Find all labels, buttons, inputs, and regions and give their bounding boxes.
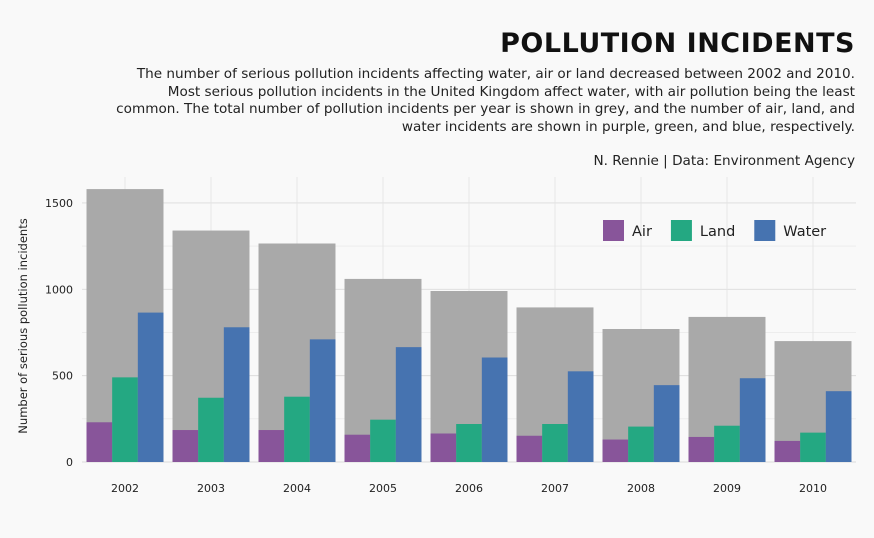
legend-swatch-water bbox=[754, 220, 776, 241]
bar-air bbox=[774, 440, 801, 462]
bar-water bbox=[481, 357, 508, 462]
legend-label-air: Air bbox=[632, 224, 652, 240]
legend-swatch-air bbox=[603, 220, 624, 241]
bar-air bbox=[258, 430, 285, 462]
bar-land bbox=[370, 419, 396, 462]
bar-land bbox=[112, 377, 138, 462]
bar-water bbox=[567, 371, 594, 462]
bar-water bbox=[309, 339, 336, 462]
x-tick-label: 2009 bbox=[713, 482, 741, 495]
x-tick-label: 2005 bbox=[369, 482, 397, 495]
bar-air bbox=[430, 433, 457, 462]
y-tick-label: 500 bbox=[52, 370, 73, 383]
bar-land bbox=[542, 424, 568, 462]
legend: Air Land Water bbox=[603, 220, 826, 241]
bar-land bbox=[800, 432, 826, 462]
bar-air bbox=[602, 439, 629, 462]
legend-label-water: Water bbox=[783, 224, 826, 240]
bar-water bbox=[395, 347, 422, 462]
bar-land bbox=[628, 426, 654, 462]
y-tick-label: 1000 bbox=[45, 283, 73, 296]
bar-air bbox=[86, 422, 113, 462]
bar-air bbox=[516, 435, 543, 462]
chart-title: Pollution Incidents bbox=[500, 28, 855, 59]
x-tick-label: 2007 bbox=[541, 482, 569, 495]
x-tick-label: 2006 bbox=[455, 482, 483, 495]
chart-caption: N. Rennie | Data: Environment Agency bbox=[593, 153, 855, 169]
bar-water bbox=[653, 385, 680, 462]
x-tick-label: 2010 bbox=[799, 482, 827, 495]
bar-water bbox=[223, 327, 250, 462]
x-tick-label: 2004 bbox=[283, 482, 311, 495]
bar-water bbox=[739, 378, 766, 462]
y-tick-label: 0 bbox=[66, 456, 73, 469]
axes: 0 500 1000 1500 2002 2003 2004 2005 2006 2007 2008… bbox=[45, 197, 827, 495]
bar-land bbox=[456, 424, 482, 462]
y-tick-label: 1500 bbox=[45, 197, 73, 210]
x-tick-label: 2008 bbox=[627, 482, 655, 495]
bar-air bbox=[688, 436, 715, 462]
bar-water bbox=[825, 391, 852, 462]
bar-land bbox=[198, 397, 224, 462]
bar-air bbox=[344, 434, 371, 462]
bar-water bbox=[137, 312, 164, 462]
legend-swatch-land bbox=[670, 220, 692, 241]
x-tick-label: 2003 bbox=[197, 482, 225, 495]
bar-land bbox=[714, 425, 740, 462]
x-tick-label: 2002 bbox=[111, 482, 139, 495]
bars bbox=[86, 189, 852, 462]
bar-land bbox=[284, 396, 310, 462]
chart-subtitle: The number of serious pollution incident… bbox=[116, 66, 855, 135]
legend-label-land: Land bbox=[700, 224, 735, 240]
y-axis-label: Number of serious pollution incidents bbox=[16, 218, 30, 433]
bar-air bbox=[172, 430, 199, 462]
